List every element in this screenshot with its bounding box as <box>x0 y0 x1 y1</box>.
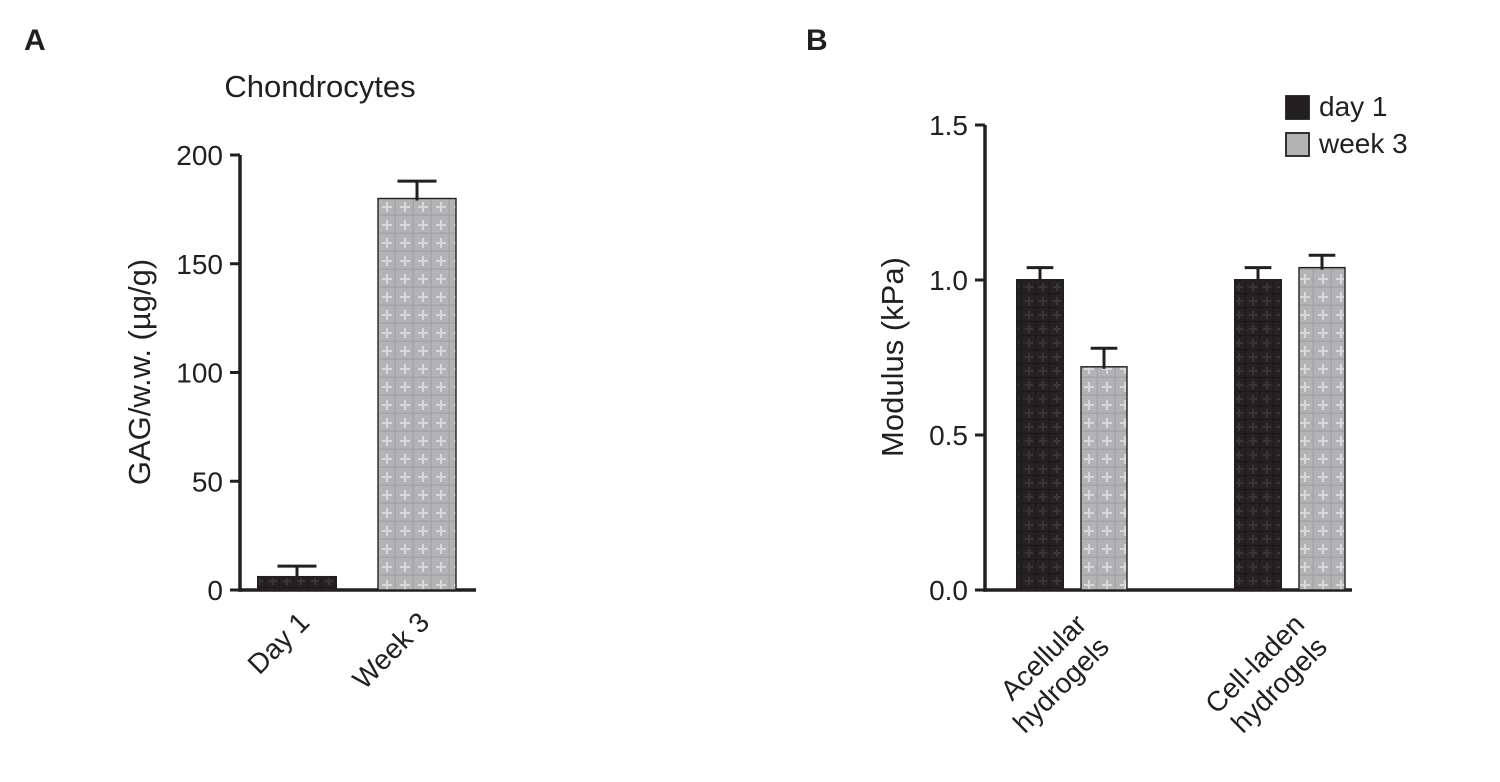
y-tick-label: 0 <box>207 575 223 606</box>
y-tick-label: 0.0 <box>929 575 968 606</box>
bar <box>1234 279 1282 591</box>
y-tick-label: 100 <box>176 358 223 389</box>
y-axis-label: GAG/w.w. (µg/g) <box>122 259 157 485</box>
bars <box>257 179 457 592</box>
y-tick-label: 50 <box>192 466 223 497</box>
bars <box>1016 253 1346 591</box>
y-tick-label: 150 <box>176 249 223 280</box>
y-tick-label: 1.0 <box>929 265 968 296</box>
y-tick-label: 200 <box>176 140 223 171</box>
legend-label: day 1 <box>1319 91 1388 122</box>
bar <box>377 197 457 591</box>
bar <box>1298 266 1346 591</box>
legend: day 1 week 3 <box>1285 91 1408 159</box>
y-tick-label: 1.5 <box>929 110 968 141</box>
chart-title: Chondrocytes <box>224 69 415 104</box>
chart-root: 0 50 100 150 200 Chondrocytes GAG/w.w. (µg/g) D… <box>122 69 1408 739</box>
panel-label-a: A <box>24 24 46 57</box>
y-axis-label: Modulus (kPa) <box>875 257 910 457</box>
panel-a-chart: 0 50 100 150 200 Chondrocytes GAG/w.w. (µg/g) D… <box>122 69 476 695</box>
legend-swatch <box>1285 132 1310 157</box>
x-category-label: Day 1 <box>242 606 316 680</box>
y-tick-label: 0.5 <box>929 420 968 451</box>
legend-label: week 3 <box>1318 128 1408 159</box>
bar <box>1016 279 1064 591</box>
axes: 0.0 0.5 1.0 1.5 <box>929 110 1352 606</box>
panel-label-b: B <box>806 24 828 57</box>
bar <box>1080 366 1128 591</box>
x-category-label: Week 3 <box>347 606 436 695</box>
legend-swatch <box>1285 95 1310 120</box>
